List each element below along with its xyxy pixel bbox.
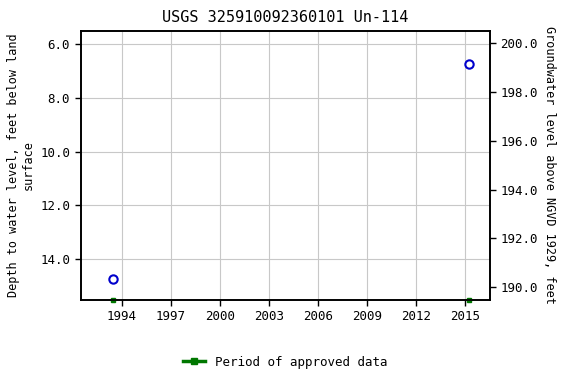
Y-axis label: Depth to water level, feet below land
surface: Depth to water level, feet below land su… (7, 33, 35, 297)
Y-axis label: Groundwater level above NGVD 1929, feet: Groundwater level above NGVD 1929, feet (543, 26, 556, 304)
Legend: Period of approved data: Period of approved data (177, 351, 393, 374)
Title: USGS 325910092360101 Un-114: USGS 325910092360101 Un-114 (162, 10, 408, 25)
